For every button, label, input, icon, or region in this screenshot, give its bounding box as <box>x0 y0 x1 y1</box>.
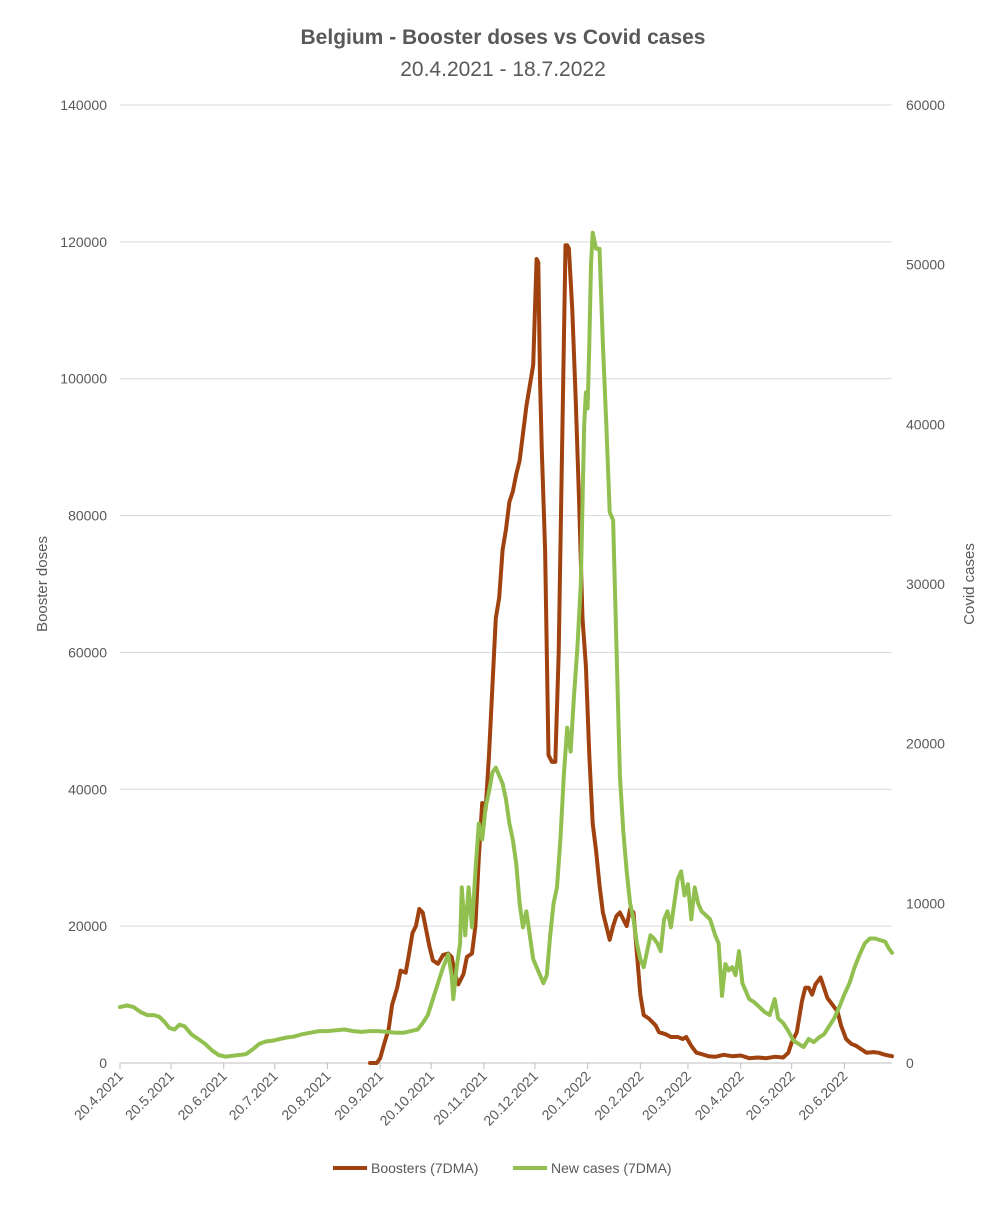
y2-tick-label: 30000 <box>906 576 945 592</box>
y2-tick-label: 0 <box>906 1055 914 1071</box>
y-tick-label: 120000 <box>60 234 107 250</box>
right-axis-ticks: 0 10000 20000 30000 40000 50000 60000 <box>906 97 945 1071</box>
y-tick-label: 40000 <box>68 781 107 797</box>
y2-tick-label: 40000 <box>906 416 945 432</box>
left-axis-ticks: 0 20000 40000 60000 80000 100000 120000 140000 <box>60 97 107 1071</box>
y-axis-label: Booster doses <box>34 536 51 632</box>
y2-tick-label: 50000 <box>906 257 945 273</box>
y-tick-label: 60000 <box>68 644 107 660</box>
chart-subtitle: 20.4.2021 - 18.7.2022 <box>400 58 606 81</box>
legend-label: New cases (7DMA) <box>551 1160 672 1176</box>
legend-item: Boosters (7DMA) <box>333 1160 478 1176</box>
y-tick-label: 0 <box>99 1055 107 1071</box>
series-line-2 <box>118 230 894 1059</box>
y2-tick-label: 60000 <box>906 97 945 113</box>
series-line-1 <box>368 243 894 1065</box>
legend: Boosters (7DMA) New cases (7DMA) <box>333 1160 672 1176</box>
gridlines <box>120 104 892 927</box>
chart-title: Belgium - Booster doses vs Covid cases <box>301 26 706 49</box>
y2-tick-label: 20000 <box>906 736 945 752</box>
series-lines <box>118 230 894 1065</box>
legend-item: New cases (7DMA) <box>513 1160 672 1176</box>
y2-tick-label: 10000 <box>906 895 945 911</box>
y-tick-label: 140000 <box>60 97 107 113</box>
y2-axis-label: Covid cases <box>961 543 978 625</box>
y-tick-label: 80000 <box>68 508 107 524</box>
legend-label: Boosters (7DMA) <box>371 1160 478 1176</box>
y-tick-label: 20000 <box>68 918 107 934</box>
y-tick-label: 100000 <box>60 371 107 387</box>
